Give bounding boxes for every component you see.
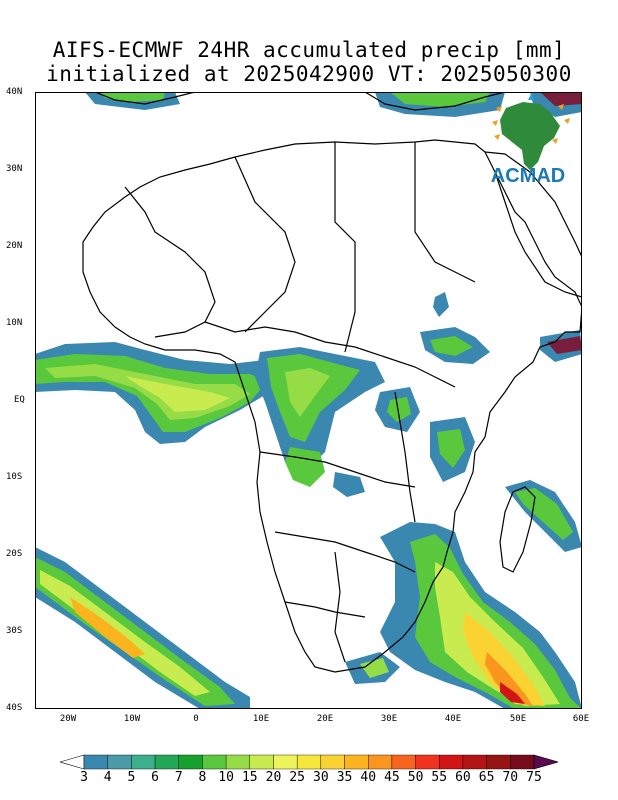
colorbar-level-label: 65 <box>478 770 495 785</box>
colorbar-level-label: 45 <box>384 770 400 785</box>
x-tick-label: 30E <box>380 714 398 724</box>
africa-map-logo-icon: ACMAD <box>491 92 570 187</box>
colorbar-swatch <box>320 754 345 770</box>
precip-map <box>35 92 582 709</box>
colorbar-level-label: 25 <box>289 770 305 785</box>
y-tick-label: 20S <box>6 549 23 559</box>
colorbar-swatch <box>131 754 156 770</box>
colorbar-swatch <box>439 754 464 770</box>
coastline-and-borders <box>82 92 582 673</box>
colorbar-swatch <box>83 754 108 770</box>
colorbar-swatch <box>391 754 416 770</box>
colorbar-swatch <box>154 754 179 770</box>
y-tick-label: 30S <box>6 626 23 636</box>
colorbar-swatch <box>344 754 369 770</box>
y-tick-label: 40S <box>6 703 23 713</box>
colorbar-swatch <box>415 754 440 770</box>
colorbar-swatch <box>462 754 487 770</box>
colorbar-under-triangle <box>60 754 85 770</box>
x-tick-label: 0 <box>193 714 199 724</box>
colorbar <box>60 754 558 770</box>
y-tick-label: 10S <box>6 472 23 482</box>
x-tick-label: 20E <box>316 714 334 724</box>
colorbar-level-label: 5 <box>127 770 136 785</box>
colorbar-swatch <box>107 754 132 770</box>
colorbar-swatch <box>178 754 203 770</box>
colorbar-level-label: 70 <box>502 770 519 785</box>
colorbar-swatch <box>202 754 227 770</box>
y-tick-label: 20N <box>6 241 23 251</box>
map-frame <box>35 92 582 709</box>
colorbar-level-label: 10 <box>218 770 234 785</box>
colorbar-swatch <box>273 754 298 770</box>
colorbar-level-label: 4 <box>103 770 112 785</box>
logo-text: ACMAD <box>491 165 565 187</box>
colorbar-swatch <box>510 754 535 770</box>
colorbar-swatch <box>296 754 322 770</box>
x-tick-label: 60E <box>572 714 590 724</box>
colorbar-swatch <box>486 754 511 770</box>
colorbar-level-label: 7 <box>174 770 183 785</box>
colorbar-level-label: 55 <box>431 770 448 785</box>
x-tick-label: 20W <box>59 714 77 724</box>
colorbar-swatch <box>225 754 250 770</box>
colorbar-level-label: 6 <box>151 770 159 785</box>
colorbar-level-label: 30 <box>313 770 329 785</box>
x-tick-label: 10W <box>123 714 141 724</box>
x-tick-label: 50E <box>509 714 527 724</box>
y-tick-label: 40N <box>6 87 23 97</box>
y-tick-label: 10N <box>6 318 23 328</box>
colorbar-over-triangle <box>533 754 558 770</box>
y-tick-label: 30N <box>6 164 23 174</box>
colorbar-level-label: 20 <box>265 770 282 785</box>
colorbar-level-label: 40 <box>360 770 377 785</box>
title-line-1: AIFS-ECMWF 24HR accumulated precip [mm] <box>52 38 566 62</box>
x-tick-label: 10E <box>252 714 270 724</box>
colorbar-level-label: 15 <box>241 770 258 785</box>
colorbar-level-label: 50 <box>407 770 424 785</box>
y-tick-label: EQ <box>14 395 25 405</box>
precip-field <box>35 92 582 709</box>
colorbar-level-label: 60 <box>455 770 471 785</box>
x-tick-label: 40E <box>444 714 462 724</box>
title-line-2: initialized at 2025042900 VT: 2025050300 <box>46 62 572 86</box>
colorbar-level-label: 3 <box>80 770 88 785</box>
colorbar-swatch <box>249 754 274 770</box>
colorbar-level-label: 75 <box>526 770 542 785</box>
colorbar-swatch <box>368 754 393 770</box>
colorbar-level-label: 8 <box>198 770 207 785</box>
colorbar-level-label: 35 <box>336 770 353 785</box>
